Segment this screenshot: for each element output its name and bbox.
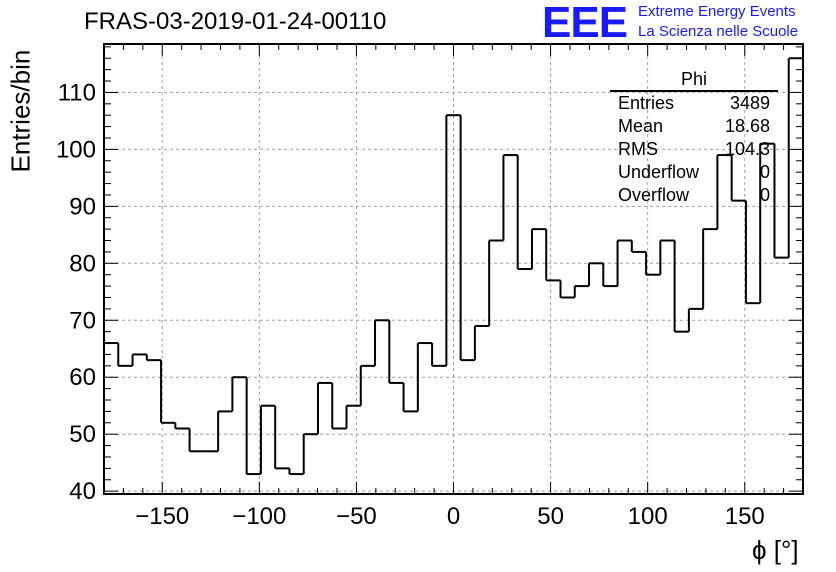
stats-label-mean: Mean	[618, 116, 664, 136]
x-tick-label: −150	[135, 503, 189, 530]
stats-value-overflow: 0	[759, 185, 770, 205]
stats-label-entries: Entries	[618, 93, 675, 113]
x-tick-label: 100	[628, 503, 668, 530]
stats-label-overflow: Overflow	[618, 185, 690, 205]
y-tick-label: 90	[69, 193, 96, 220]
stats-divider	[610, 90, 778, 92]
stats-label-underflow: Underflow	[618, 162, 700, 182]
x-tick-label: 150	[725, 503, 765, 530]
stats-value-mean: 18.68	[724, 116, 770, 136]
y-tick-label: 80	[69, 250, 96, 277]
stats-label-rms: RMS	[618, 139, 658, 159]
x-tick-label: 0	[447, 503, 460, 530]
y-tick-label: 100	[56, 136, 96, 163]
eee-logo-line2: La Scienza nelle Scuole	[638, 23, 799, 40]
stats-value-entries: 3489	[729, 93, 770, 113]
stats-value-rms: 104.3	[724, 139, 770, 159]
y-tick-label: 50	[69, 421, 96, 448]
y-tick-label: 110	[58, 79, 96, 106]
chart-title: FRAS-03-2019-01-24-00110	[84, 8, 387, 35]
y-axis-label: Entries/bin	[5, 49, 36, 173]
eee-logo: EEE	[542, 0, 628, 47]
stats-box: Phi Entries 3489 Mean 18.68 RMS 104.3 Un…	[610, 68, 778, 206]
eee-logo-line1: Extreme Energy Events	[638, 3, 796, 20]
stats-name: Phi	[680, 69, 707, 89]
x-tick-label: −50	[336, 503, 377, 530]
stats-value-underflow: 0	[759, 162, 770, 182]
x-tick-label: −100	[232, 503, 286, 530]
y-tick-label: 40	[69, 478, 96, 505]
x-tick-label: 50	[537, 503, 564, 530]
y-tick-label: 60	[69, 364, 96, 391]
y-tick-label: 70	[69, 307, 96, 334]
x-axis-label: ϕ [°]	[752, 535, 799, 565]
